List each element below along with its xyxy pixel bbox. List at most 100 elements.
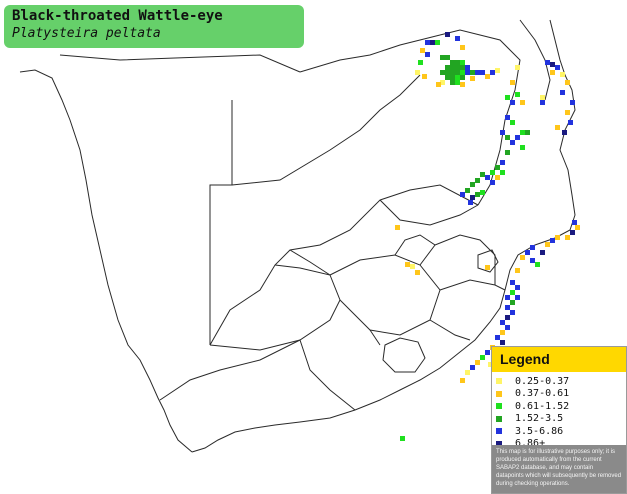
legend-panel: Legend 0.25-0.37 0.37-0.61 0.61-1.52 1.5… [491, 346, 627, 494]
distribution-cell [510, 290, 515, 295]
distribution-cell [450, 70, 455, 75]
legend-item: 1.52-3.5 [496, 413, 626, 426]
distribution-cell [465, 65, 470, 70]
legend-item: 0.37-0.61 [496, 388, 626, 401]
distribution-cell [488, 362, 493, 367]
distribution-cell [510, 120, 515, 125]
legend-label: 0.61-1.52 [515, 400, 570, 412]
distribution-cell [515, 135, 520, 140]
distribution-cell [505, 115, 510, 120]
distribution-cell [480, 172, 485, 177]
distribution-cell [570, 230, 575, 235]
distribution-cell [505, 95, 510, 100]
legend-label: 3.5-6.86 [515, 425, 564, 437]
distribution-cell [495, 165, 500, 170]
legend-label: 6.86+ [515, 438, 546, 450]
distribution-cell [450, 60, 455, 65]
province-free-state [329, 254, 441, 336]
distribution-cell [480, 355, 485, 360]
distribution-cell [485, 175, 490, 180]
distribution-cell [525, 250, 530, 255]
legend-item: 0.61-1.52 [496, 400, 626, 413]
distribution-cell [445, 75, 450, 80]
distribution-cell [395, 225, 400, 230]
distribution-cell [405, 262, 410, 267]
distribution-cell [505, 135, 510, 140]
distribution-cell [455, 80, 460, 85]
distribution-cell [490, 70, 495, 75]
distribution-cell [505, 325, 510, 330]
distribution-cell [400, 436, 405, 441]
distribution-cell [515, 65, 520, 70]
distribution-cell [470, 365, 475, 370]
distribution-cell [520, 255, 525, 260]
distribution-cell [572, 220, 577, 225]
distribution-cell [460, 70, 465, 75]
distribution-cell [450, 80, 455, 85]
distribution-cell [475, 192, 480, 197]
distribution-cell [450, 75, 455, 80]
distribution-cell [445, 65, 450, 70]
distribution-cell [475, 178, 480, 183]
coastline-west [19, 69, 193, 453]
distribution-cell [560, 72, 565, 77]
legend-item: 6.86+ [496, 438, 626, 451]
distribution-cell [475, 360, 480, 365]
distribution-cell [490, 180, 495, 185]
border-botswana-zimbabwe [299, 34, 441, 73]
distribution-cell [565, 235, 570, 240]
distribution-cell [460, 82, 465, 87]
border-caprivi [59, 54, 301, 73]
distribution-cell [465, 370, 470, 375]
distribution-cell [555, 65, 560, 70]
distribution-cell [460, 378, 465, 383]
distribution-cell [430, 40, 435, 45]
legend-swatch [496, 440, 502, 447]
legend-list: 0.25-0.37 0.37-0.61 0.61-1.52 1.52-3.5 3… [492, 372, 626, 450]
distribution-cell [500, 330, 505, 335]
distribution-cell [495, 335, 500, 340]
legend-disclaimer: This map is for illustrative purposes on… [492, 445, 626, 493]
province-northern-cape [209, 264, 341, 351]
distribution-cell [490, 170, 495, 175]
distribution-cell [545, 242, 550, 247]
distribution-cell [510, 140, 515, 145]
distribution-cell [455, 36, 460, 41]
distribution-cell [415, 270, 420, 275]
distribution-cell [465, 188, 470, 193]
distribution-cell [436, 82, 441, 87]
distribution-cell [515, 285, 520, 290]
province-mpumalanga [434, 234, 496, 285]
distribution-cell [440, 55, 445, 60]
distribution-cell [422, 74, 427, 79]
legend-item: 0.25-0.37 [496, 375, 626, 388]
distribution-cell [455, 75, 460, 80]
distribution-cell [470, 182, 475, 187]
distribution-cell [425, 52, 430, 57]
legend-label: 1.52-3.5 [515, 413, 564, 425]
distribution-cell [435, 40, 440, 45]
legend-swatch [496, 403, 502, 410]
species-title-box: Black-throated Wattle-eye Platysteira pe… [4, 5, 304, 48]
distribution-cell [530, 245, 535, 250]
species-common-name: Black-throated Wattle-eye [12, 8, 223, 24]
distribution-cell [460, 45, 465, 50]
distribution-cell [535, 262, 540, 267]
distribution-cell [565, 80, 570, 85]
province-western-cape [159, 339, 301, 401]
distribution-cell [540, 100, 545, 105]
distribution-cell [505, 295, 510, 300]
coastline-east [504, 19, 576, 291]
distribution-cell [440, 70, 445, 75]
distribution-cell [545, 60, 550, 65]
border-swaziland [477, 249, 499, 273]
legend-label: 0.37-0.61 [515, 388, 570, 400]
distribution-cell [555, 125, 560, 130]
distribution-cell [418, 60, 423, 65]
legend-swatch [496, 390, 502, 397]
distribution-cell [485, 350, 490, 355]
distribution-cell [450, 65, 455, 70]
distribution-cell [500, 320, 505, 325]
distribution-cell [560, 90, 565, 95]
